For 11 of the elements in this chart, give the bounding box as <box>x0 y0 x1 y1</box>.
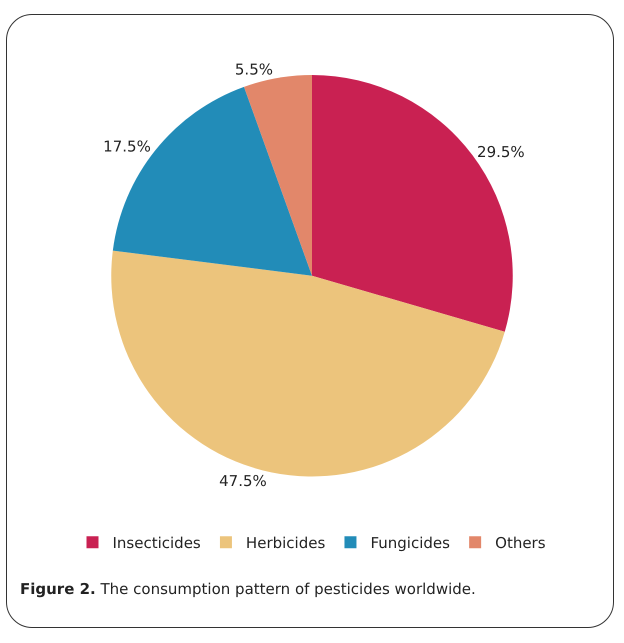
data-label: 5.5% <box>234 60 273 78</box>
legend-label: Insecticides <box>112 534 201 552</box>
caption: Figure 2. The consumption pattern of pesticides worldwide. <box>20 580 476 598</box>
pie-slice <box>244 75 312 276</box>
pie-slice <box>111 250 505 476</box>
data-label: 17.5% <box>103 138 151 156</box>
legend-label: Others <box>495 534 546 552</box>
legend-label: Fungicides <box>370 534 450 552</box>
legend-label: Herbicides <box>246 534 326 552</box>
data-label: 29.5% <box>477 142 525 161</box>
data-label: 47.5% <box>219 472 267 490</box>
